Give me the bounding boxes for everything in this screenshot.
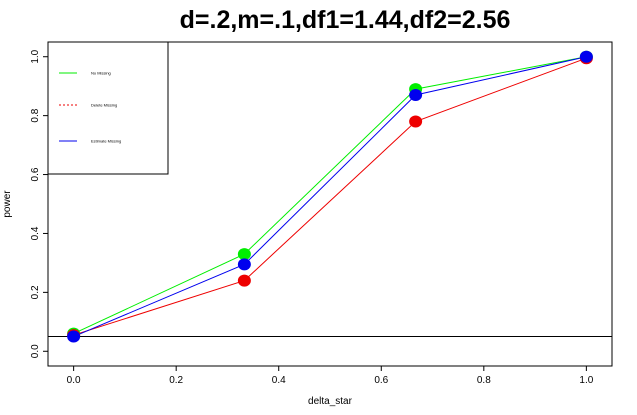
x-tick-label: 0.8: [477, 375, 491, 386]
y-tick-label: 0.2: [30, 285, 41, 299]
series-line: [73, 56, 587, 338]
x-tick-label: 0.6: [374, 375, 388, 386]
series-line: [73, 56, 587, 335]
y-tick-label: 0.4: [30, 226, 41, 240]
legend-label: Delete Missing: [91, 103, 117, 108]
data-point: [67, 330, 81, 343]
legend: No Missing Delete Missing Estimate Missing: [47, 41, 169, 175]
y-tick-label: 0.0: [30, 344, 41, 358]
y-tick-label: 0.6: [30, 167, 41, 181]
axes-layer: 0.0 0.2 0.4 0.6 0.8 1.0 0.0 0.2 0.4 0.6 0.8 1.0: [30, 49, 594, 386]
plot-frame: [47, 41, 613, 367]
legend-label: Estimate Missing: [91, 139, 121, 144]
data-point: [237, 274, 251, 287]
chart-title: d=.2,m=.1,df1=1.44,df2=2.56: [180, 6, 511, 34]
x-tick-label: 0.2: [169, 375, 183, 386]
plot-layer: [48, 50, 612, 343]
y-tick-label: 0.8: [30, 108, 41, 122]
x-tick-label: 0.0: [67, 375, 81, 386]
legend-label: No Missing: [91, 71, 111, 76]
y-axis-label: power: [2, 190, 13, 218]
x-tick-label: 0.4: [272, 375, 286, 386]
data-point: [409, 89, 423, 102]
data-point: [579, 50, 593, 63]
series-line: [73, 57, 587, 336]
x-tick-label: 1.0: [579, 375, 593, 386]
data-point: [237, 248, 251, 261]
data-point: [237, 258, 251, 271]
data-point: [409, 115, 423, 128]
legend-box: [47, 41, 169, 175]
x-axis-label: delta_star: [308, 396, 353, 407]
y-tick-label: 1.0: [30, 49, 41, 63]
